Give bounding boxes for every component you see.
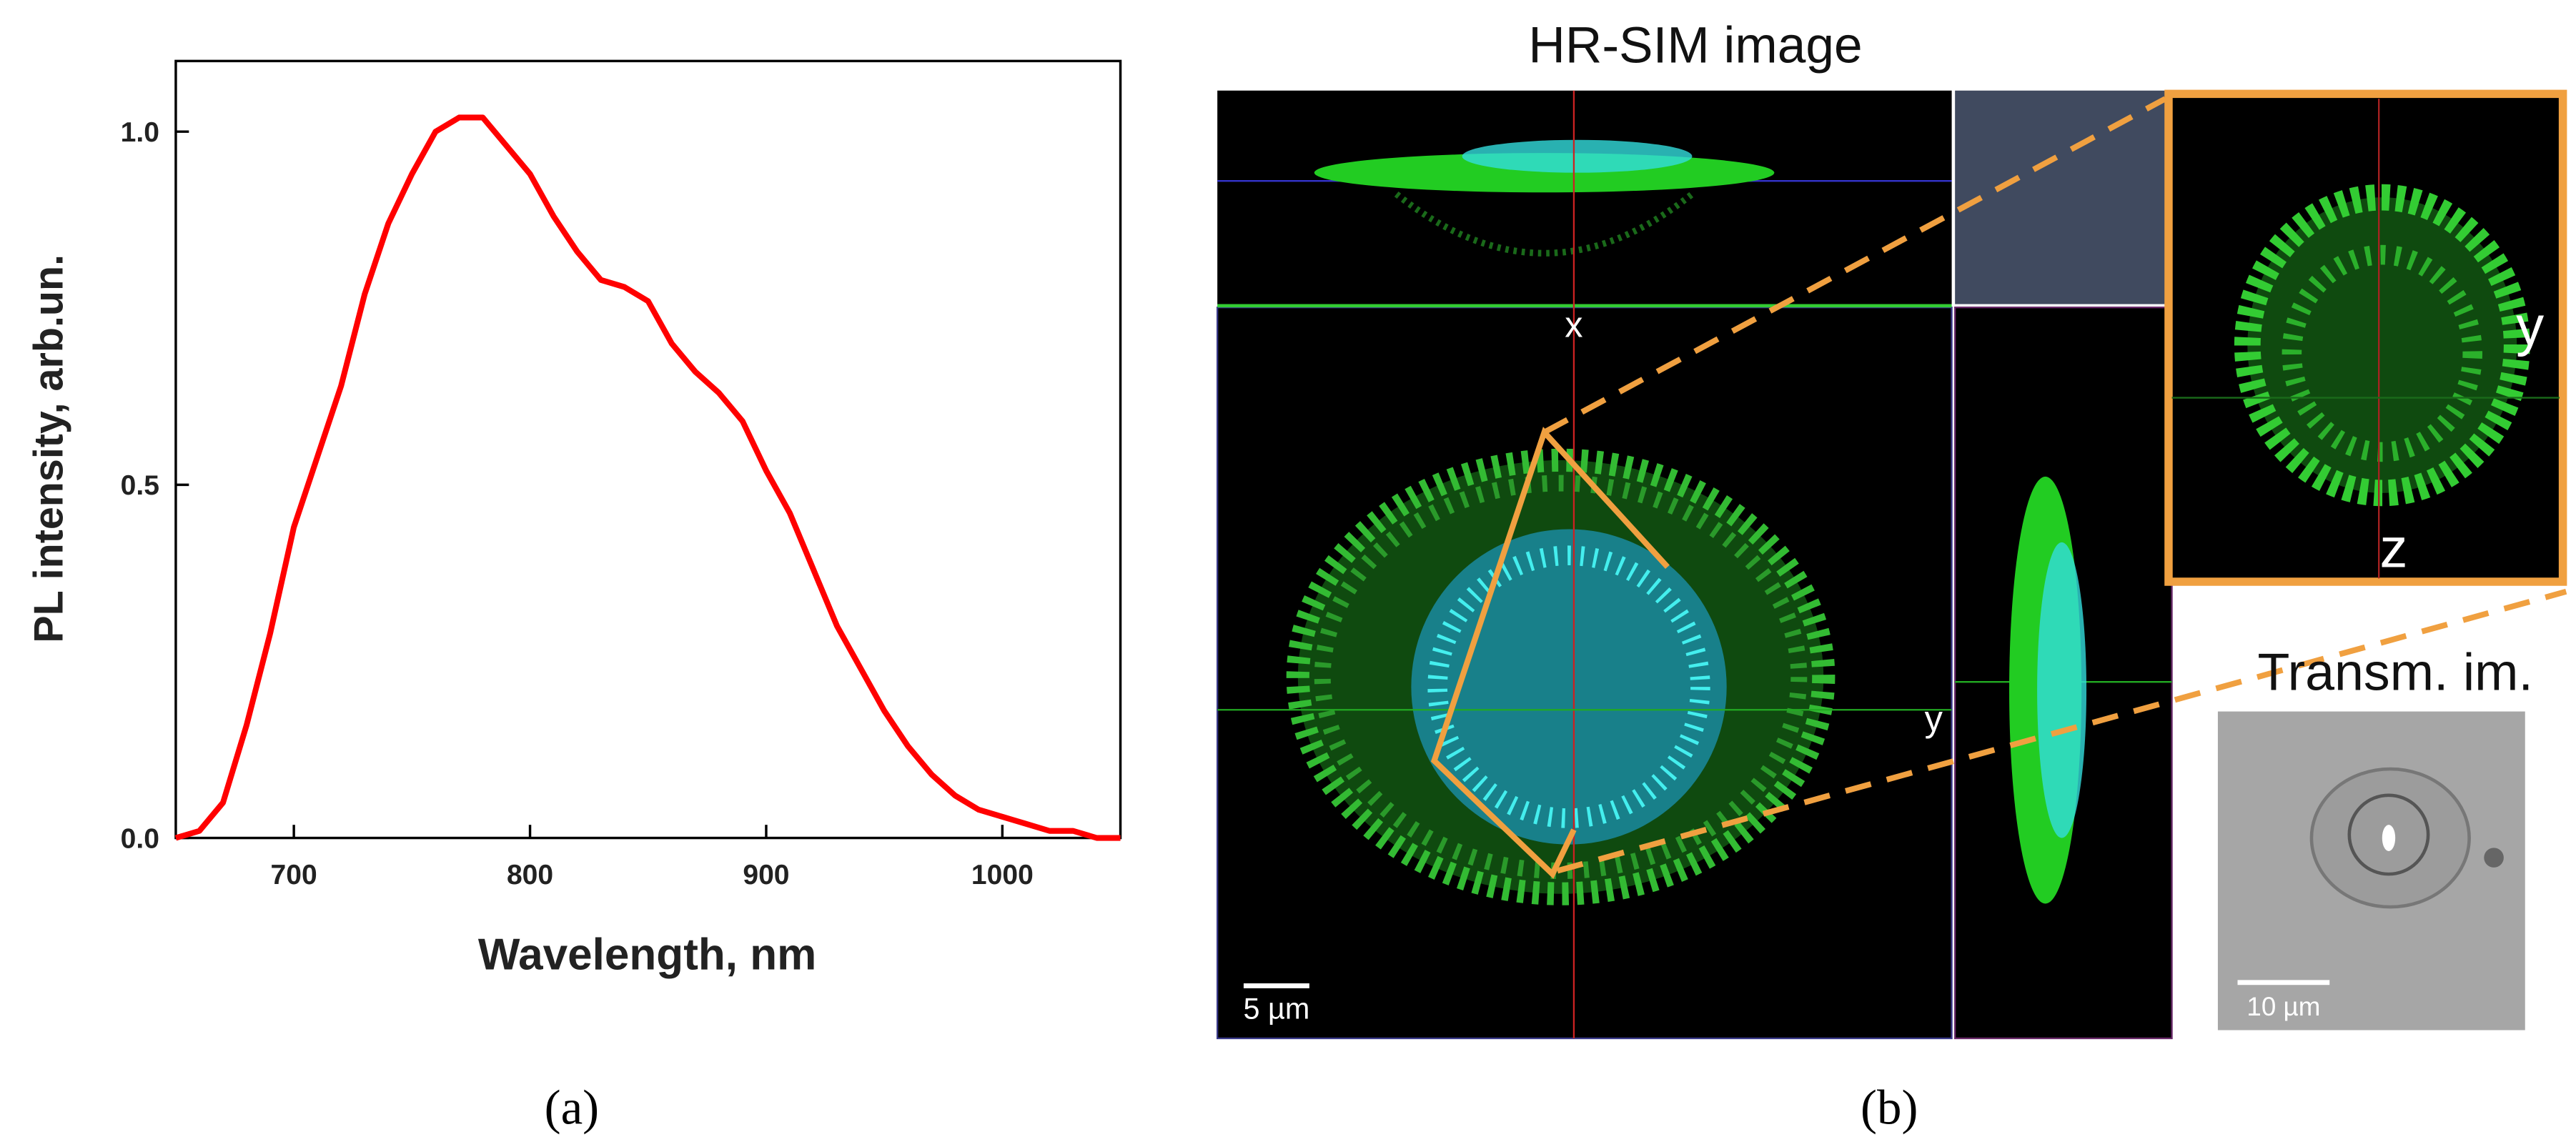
cell-texture (1314, 475, 1808, 880)
xz-nucleus (1462, 139, 1693, 173)
transm-title: Transm. im. (2257, 642, 2532, 702)
scale-label: 10 µm (2246, 992, 2320, 1021)
axis-label: y (1925, 698, 1943, 739)
xz-view (1217, 90, 1952, 304)
axis-label: y (2516, 294, 2544, 357)
sim-image: x y 5 µm (1217, 90, 2173, 1040)
axis-label: z (2379, 516, 2407, 579)
y-tick-label: 1.0 (121, 117, 159, 148)
image-title: HR-SIM image (1528, 17, 1862, 74)
plot-frame (174, 59, 1122, 840)
zoom-texture (2282, 244, 2482, 462)
zoom-connector (1556, 588, 2567, 874)
x-tick-label: 800 (507, 860, 553, 890)
nucleus (1411, 529, 1727, 845)
x-tick-label: 900 (743, 860, 789, 890)
transm-nucleus (2347, 793, 2430, 876)
roi (1430, 427, 1670, 879)
transm-spot (2484, 848, 2504, 868)
transm-image: 10 µm (2217, 711, 2525, 1031)
zoom-connector (1542, 96, 2167, 435)
panel-label: (a) (545, 1080, 600, 1134)
x-axis-title: Wavelength, nm (478, 930, 816, 979)
transm-spot (2382, 825, 2396, 851)
scale-label: 5 µm (1244, 992, 1310, 1025)
y-tick-label: 0.5 (121, 470, 159, 501)
panel-label: (b) (1861, 1080, 1918, 1134)
nucleus-texture (1427, 545, 1710, 828)
yz-nucleus (2037, 542, 2087, 838)
x-tick-label: 700 (271, 860, 317, 890)
xz-texture (1394, 191, 1695, 257)
data-line (174, 114, 1121, 841)
y-axis-title: PL intensity, arb.un. (26, 254, 71, 643)
x-tick-label: 1000 (971, 860, 1034, 890)
axis-label: x (1565, 304, 1582, 345)
corner (1955, 90, 2172, 304)
y-tick-label: 0.0 (121, 823, 159, 854)
zoom: y z (2164, 89, 2567, 586)
